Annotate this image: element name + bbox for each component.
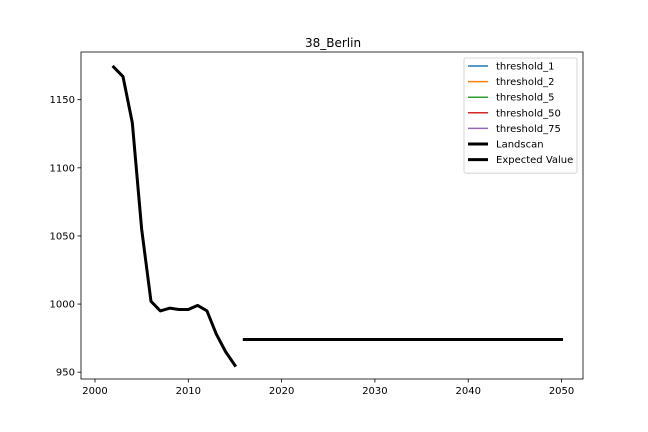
y-axis: 950 1000 1050 1100 1150 [50, 95, 81, 379]
legend-label-threshold_1: threshold_1 [496, 62, 554, 73]
legend-label-threshold_2: threshold_2 [496, 77, 554, 88]
y-tick-label: 1100 [50, 163, 75, 174]
legend-label-expected-value: Expected Value [496, 155, 573, 166]
legend-label-threshold_50: threshold_50 [496, 108, 561, 119]
legend-label-landscan: Landscan [496, 140, 544, 151]
legend-label-threshold_5: threshold_5 [496, 93, 554, 104]
series-line-landscan [111, 64, 238, 368]
x-tick-label: 2050 [549, 386, 574, 397]
x-tick-label: 2000 [82, 386, 107, 397]
axes-frame [80, 51, 584, 380]
legend-label-threshold_75: threshold_75 [496, 124, 561, 135]
series-lines [111, 64, 564, 368]
x-tick-label: 2020 [269, 386, 294, 397]
chart-title: 38_Berlin [305, 36, 361, 50]
y-tick-label: 1150 [50, 95, 75, 106]
x-tick-label: 2010 [176, 386, 201, 397]
legend-box [463, 57, 578, 174]
x-axis: 2000 2010 2020 2030 2040 2050 [82, 379, 574, 397]
y-tick-label: 1050 [50, 231, 75, 242]
x-tick-label: 2040 [456, 386, 481, 397]
y-tick-label: 1000 [50, 300, 75, 311]
y-tick-label: 950 [56, 368, 75, 379]
legend: threshold_1 threshold_2 threshold_5thresho… [463, 57, 578, 174]
x-tick-label: 2030 [362, 386, 387, 397]
